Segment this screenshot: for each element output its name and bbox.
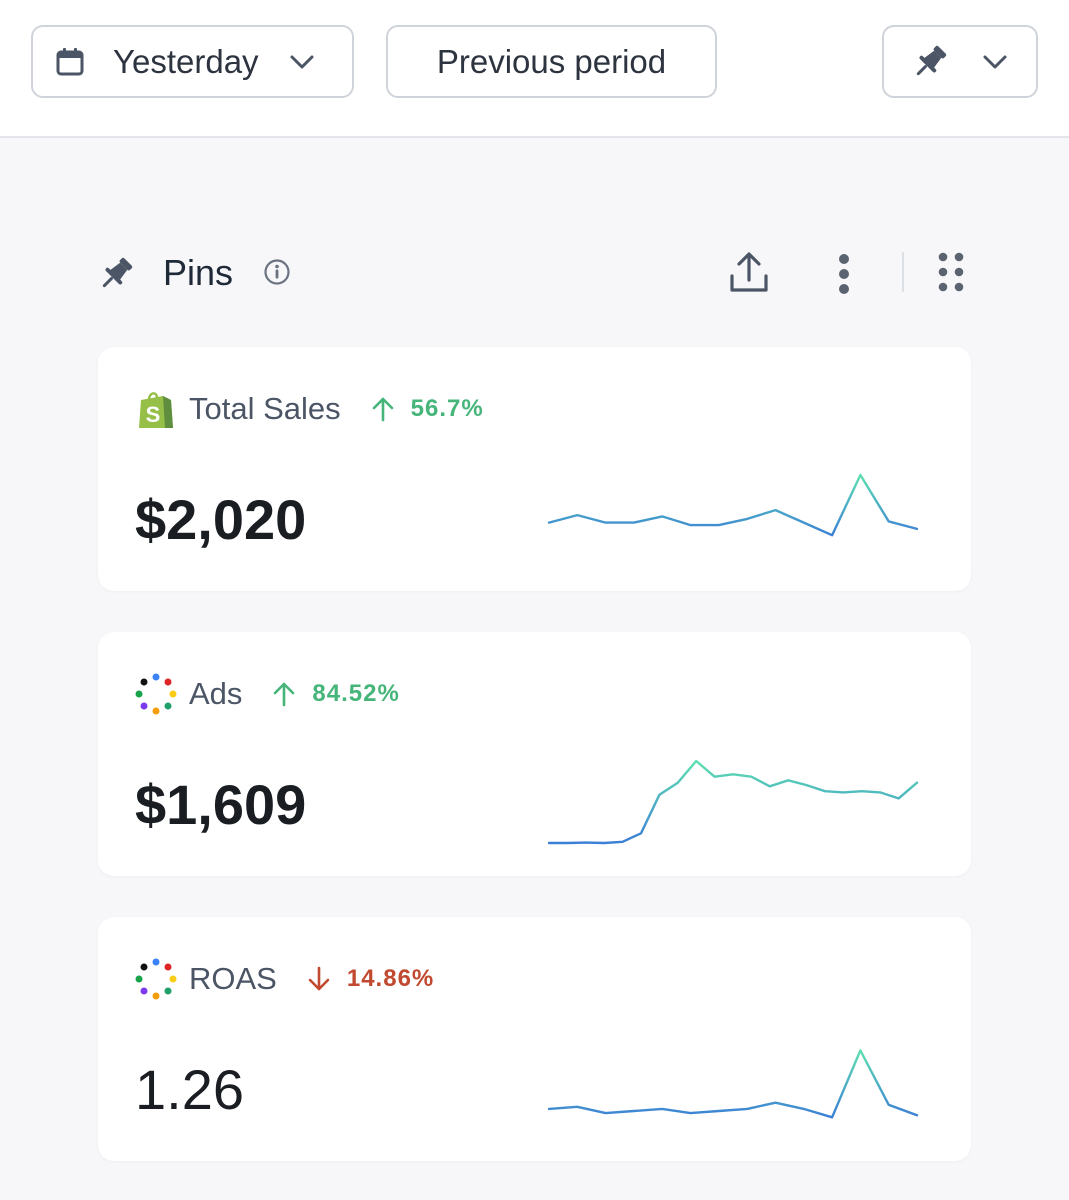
sparkline bbox=[547, 1049, 919, 1119]
sparkline-line bbox=[547, 759, 919, 845]
compare-period-button[interactable]: Previous period bbox=[386, 25, 717, 98]
card-value: 1.26 bbox=[135, 1058, 244, 1121]
svg-text:S: S bbox=[146, 402, 161, 427]
card-header: S Total Sales 56.7% bbox=[135, 387, 484, 431]
calendar-icon bbox=[56, 47, 84, 75]
card-delta: 84.52% bbox=[272, 680, 399, 708]
header-divider bbox=[902, 252, 904, 292]
compare-period-label: Previous period bbox=[436, 42, 667, 80]
card-delta: 56.7% bbox=[371, 395, 484, 423]
card-label: Ads bbox=[189, 676, 243, 711]
metric-card-roas[interactable]: ROAS 14.86% 1.26 bbox=[98, 917, 971, 1161]
card-delta-value: 14.86% bbox=[346, 965, 435, 992]
pin-dropdown-button[interactable] bbox=[882, 25, 1038, 98]
card-label: Total Sales bbox=[189, 391, 341, 426]
card-delta: 14.86% bbox=[307, 965, 434, 993]
card-value: $1,609 bbox=[135, 773, 307, 836]
multi-dot-icon bbox=[135, 958, 177, 1000]
chevron-down-icon bbox=[290, 55, 314, 68]
sparkline bbox=[547, 473, 919, 537]
date-range-label: Yesterday bbox=[113, 42, 259, 80]
pin-icon bbox=[916, 45, 947, 75]
sparkline bbox=[547, 759, 919, 845]
shopify-icon: S bbox=[139, 392, 173, 428]
card-label: ROAS bbox=[189, 961, 277, 996]
sparkline-line bbox=[547, 1049, 919, 1119]
info-icon[interactable] bbox=[263, 258, 291, 286]
card-header: ROAS 14.86% bbox=[135, 957, 434, 1001]
pins-section-header: Pins bbox=[96, 246, 976, 302]
export-icon[interactable] bbox=[726, 250, 772, 296]
sparkline-line bbox=[547, 473, 919, 537]
card-delta-value: 84.52% bbox=[312, 680, 400, 707]
pin-icon bbox=[102, 257, 133, 288]
date-range-dropdown[interactable]: Yesterday bbox=[31, 25, 354, 98]
chevron-down-icon bbox=[983, 55, 1007, 68]
arrow-up-icon bbox=[274, 682, 295, 707]
arrow-up-icon bbox=[372, 397, 393, 422]
card-delta-value: 56.7% bbox=[410, 395, 484, 422]
card-value: $2,020 bbox=[135, 488, 307, 551]
top-toolbar: Yesterday Previous period bbox=[0, 0, 1069, 138]
more-options-icon[interactable] bbox=[832, 252, 856, 296]
arrow-down-icon bbox=[308, 966, 330, 991]
metric-card-ads[interactable]: Ads 84.52% $1,609 bbox=[98, 632, 971, 876]
multi-dot-icon bbox=[135, 673, 177, 715]
card-header: Ads 84.52% bbox=[135, 672, 400, 716]
drag-handle-icon[interactable] bbox=[936, 250, 966, 294]
section-title: Pins bbox=[163, 252, 234, 293]
metric-card-total-sales[interactable]: S Total Sales 56.7% $2,020 bbox=[98, 347, 971, 591]
